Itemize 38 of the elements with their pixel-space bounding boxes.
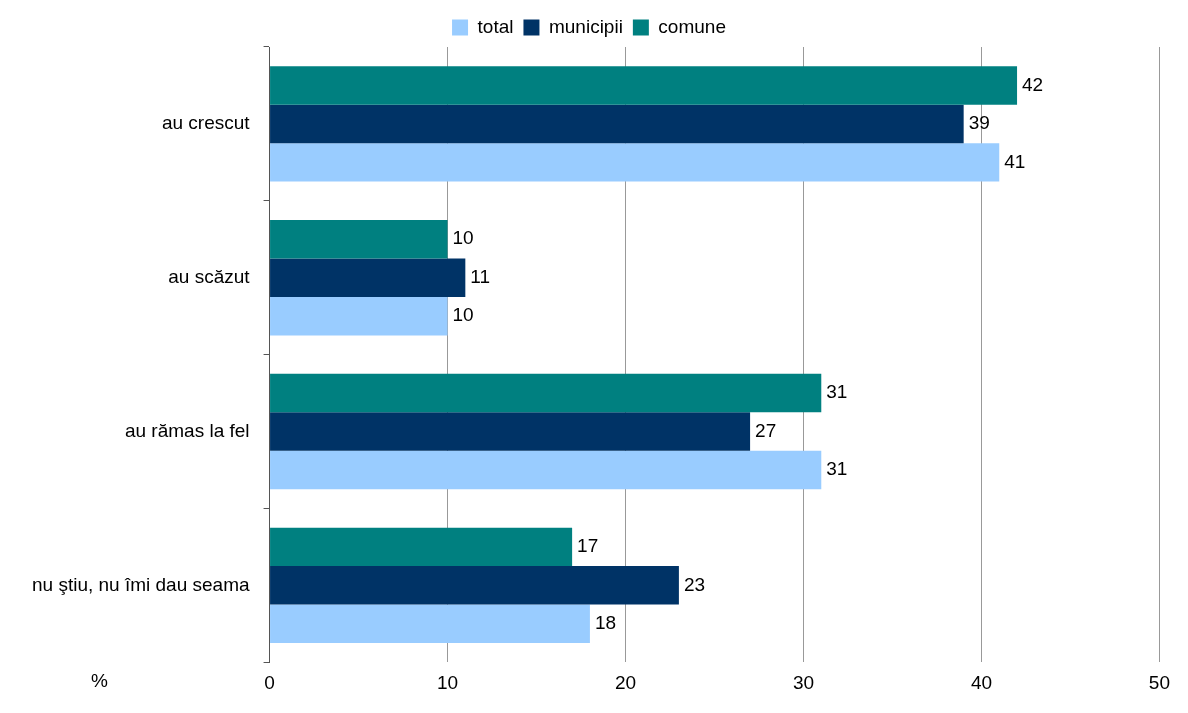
data-label: 18 bbox=[594, 611, 617, 633]
data-label: 31 bbox=[826, 458, 848, 480]
x-axis-title: % bbox=[91, 669, 109, 691]
data-label: 23 bbox=[683, 573, 706, 595]
bar bbox=[270, 450, 822, 490]
x-tick-label: 50 bbox=[1148, 671, 1170, 693]
y-tick-label: au rămas la fel bbox=[124, 419, 250, 441]
x-tick-label: 0 bbox=[264, 671, 275, 693]
data-label: 39 bbox=[968, 112, 990, 134]
bar bbox=[270, 258, 466, 297]
data-label: 41 bbox=[1004, 150, 1026, 172]
legend-label: comune bbox=[658, 15, 726, 37]
data-label: 11 bbox=[470, 265, 491, 287]
y-tick-label: au scăzut bbox=[168, 265, 251, 287]
data-label: 10 bbox=[452, 304, 474, 326]
bar bbox=[270, 104, 964, 144]
bar bbox=[270, 220, 448, 259]
x-tick-label: 20 bbox=[614, 671, 637, 693]
legend-label: municipii bbox=[548, 15, 623, 37]
data-label: 42 bbox=[1022, 73, 1044, 95]
data-label: 10 bbox=[452, 227, 474, 249]
bar bbox=[270, 527, 573, 567]
x-tick-label: 30 bbox=[792, 671, 815, 693]
data-label: 31 bbox=[826, 381, 848, 403]
x-tick-label: 10 bbox=[436, 671, 459, 693]
bar bbox=[270, 66, 1018, 105]
bar bbox=[270, 143, 1000, 182]
y-tick-label: nu ştiu, nu îmi dau seama bbox=[31, 573, 250, 595]
data-label: 17 bbox=[577, 535, 599, 557]
bar bbox=[270, 604, 590, 643]
x-tick-label: 40 bbox=[970, 671, 993, 693]
bar bbox=[270, 412, 751, 451]
bar bbox=[270, 373, 822, 413]
legend-label: total bbox=[477, 15, 514, 37]
y-tick-label: au crescut bbox=[161, 112, 251, 134]
data-label: 27 bbox=[755, 419, 777, 441]
bar bbox=[270, 566, 679, 605]
bar bbox=[270, 296, 448, 336]
